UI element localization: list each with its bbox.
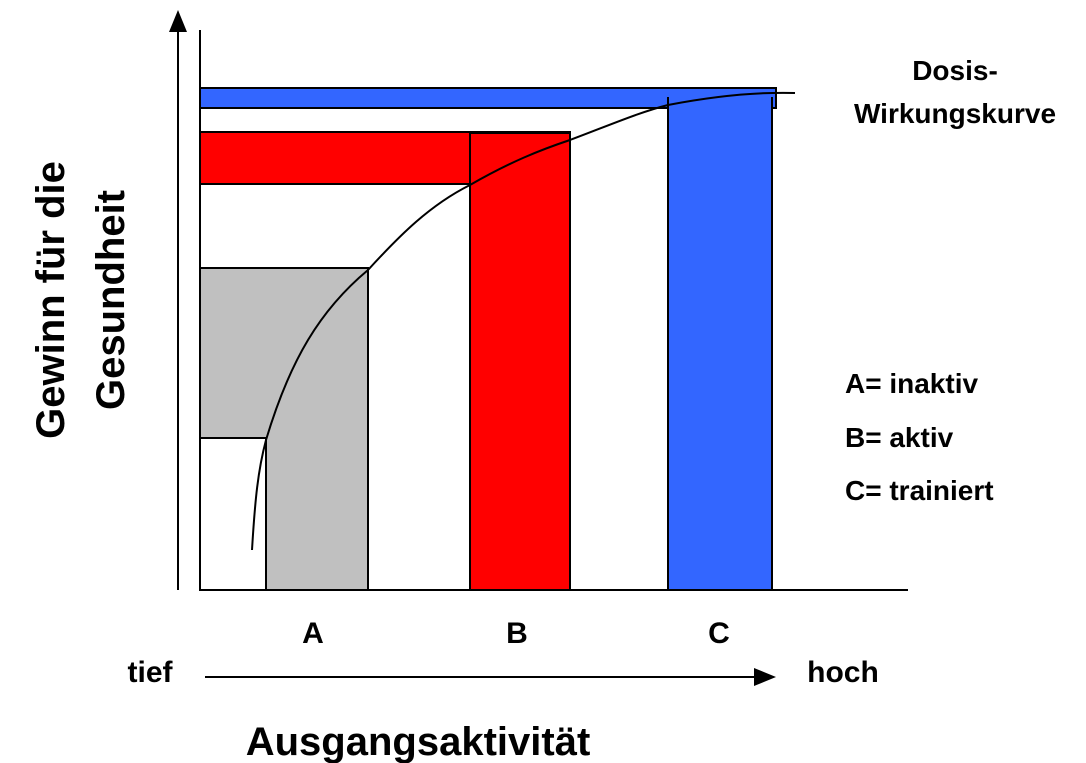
x-axis-high: hoch (807, 656, 879, 689)
x-axis-arrowhead (754, 668, 776, 686)
band-c-vertical (667, 97, 773, 591)
category-label: A (302, 617, 324, 650)
y-axis-label: Gewinn für die Gesundheit (29, 161, 133, 439)
band-a-vertical (265, 437, 369, 591)
y-axis-label-line: Gesundheit (89, 190, 133, 410)
legend-entry: B= aktiv (845, 422, 954, 453)
legend-entry: C= trainiert (845, 475, 994, 506)
y-axis-arrowhead (169, 10, 187, 32)
category-label: B (506, 617, 528, 650)
band-b-vertical (469, 132, 571, 591)
dose-response-curve (251, 91, 796, 551)
band-c-horizontal (199, 87, 777, 109)
band-c-join (669, 89, 771, 107)
band-a-join (267, 430, 367, 444)
curve-label: Dosis- (912, 55, 998, 86)
x-axis-label: Ausgangsaktivität (246, 720, 591, 763)
y-axis-label-line: Gewinn für die (29, 161, 73, 439)
legend-entry: A= inaktiv (845, 368, 978, 399)
x-axis-low: tief (128, 656, 174, 689)
category-label: C (708, 617, 730, 650)
band-a-gap (199, 437, 267, 591)
curve-label: Wirkungskurve (854, 98, 1056, 129)
